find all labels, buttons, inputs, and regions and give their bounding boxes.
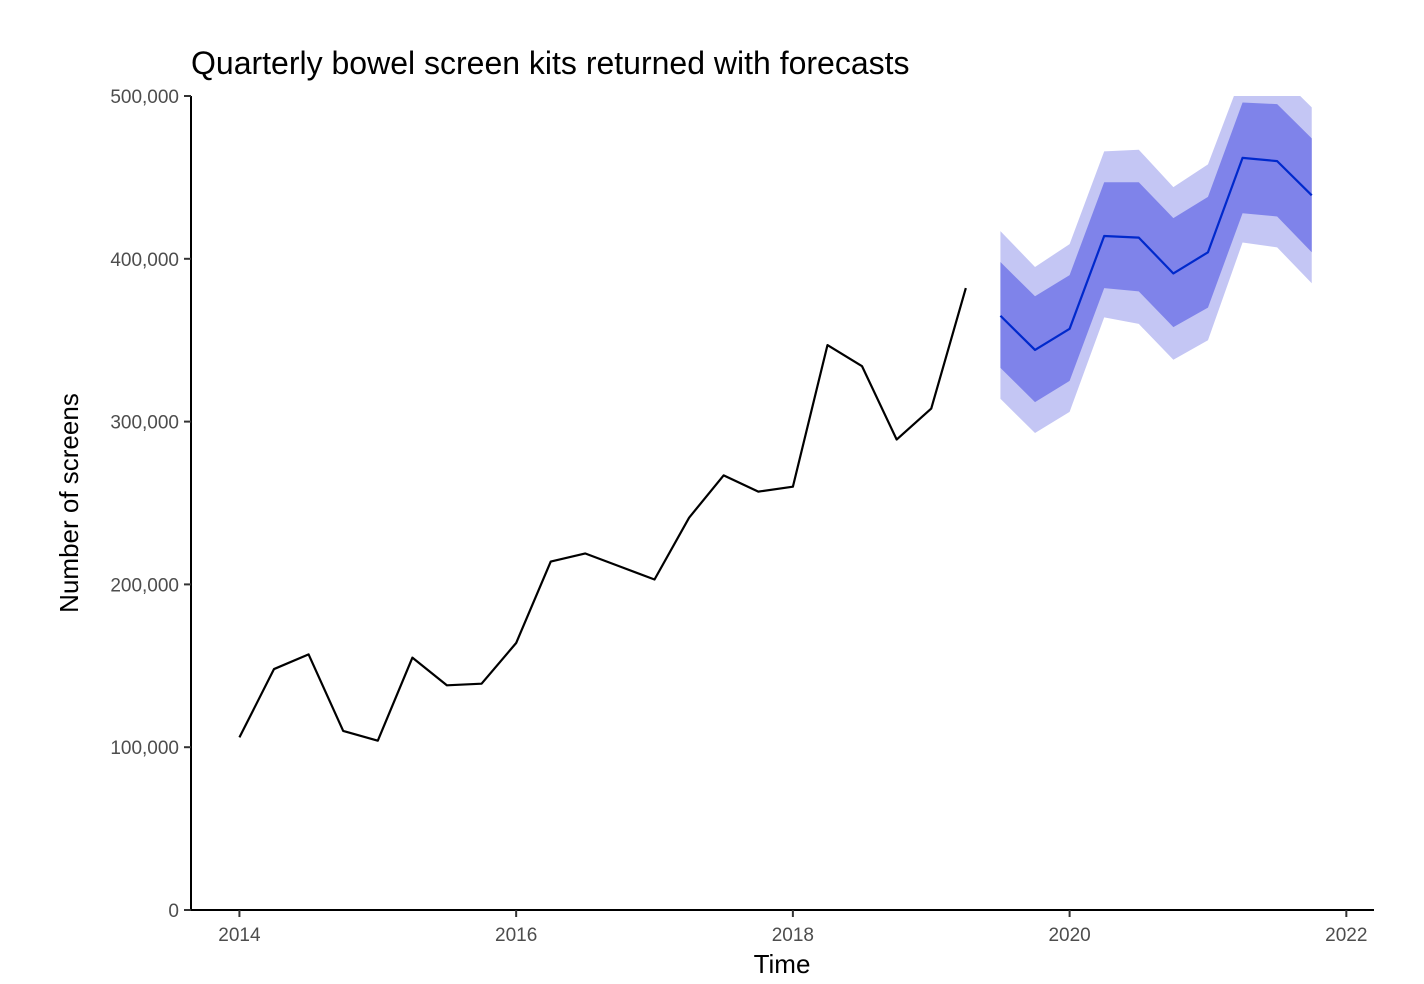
- observed-series-line: [238, 287, 967, 742]
- forecast-intervals: [1000, 96, 1312, 433]
- x-axis-label: Time: [754, 949, 811, 979]
- x-axis-ticks: 2014 2016 2018 2020 2022: [218, 910, 1367, 946]
- y-tick-label: 0: [168, 901, 179, 922]
- series-lines: [238, 156, 1313, 742]
- y-axis-ticks: 0 100,000 200,000 300,000 400,000 500,000: [110, 87, 191, 922]
- x-tick-label: 2020: [1048, 925, 1090, 946]
- x-tick-label: 2014: [218, 925, 261, 946]
- y-tick-label: 300,000: [110, 413, 179, 434]
- y-tick-label: 100,000: [110, 738, 179, 759]
- x-tick-label: 2022: [1325, 925, 1367, 946]
- chart-title: Quarterly bowel screen kits returned wit…: [191, 45, 910, 81]
- y-tick-label: 500,000: [110, 87, 179, 108]
- y-tick-label: 400,000: [110, 250, 179, 271]
- y-axis-label: Number of screens: [54, 393, 84, 613]
- x-tick-label: 2018: [772, 925, 814, 946]
- y-tick-label: 200,000: [110, 575, 179, 596]
- forecast-series-line: [999, 156, 1313, 352]
- x-tick-label: 2016: [495, 925, 537, 946]
- forecast-80-interval-band: [1000, 102, 1312, 403]
